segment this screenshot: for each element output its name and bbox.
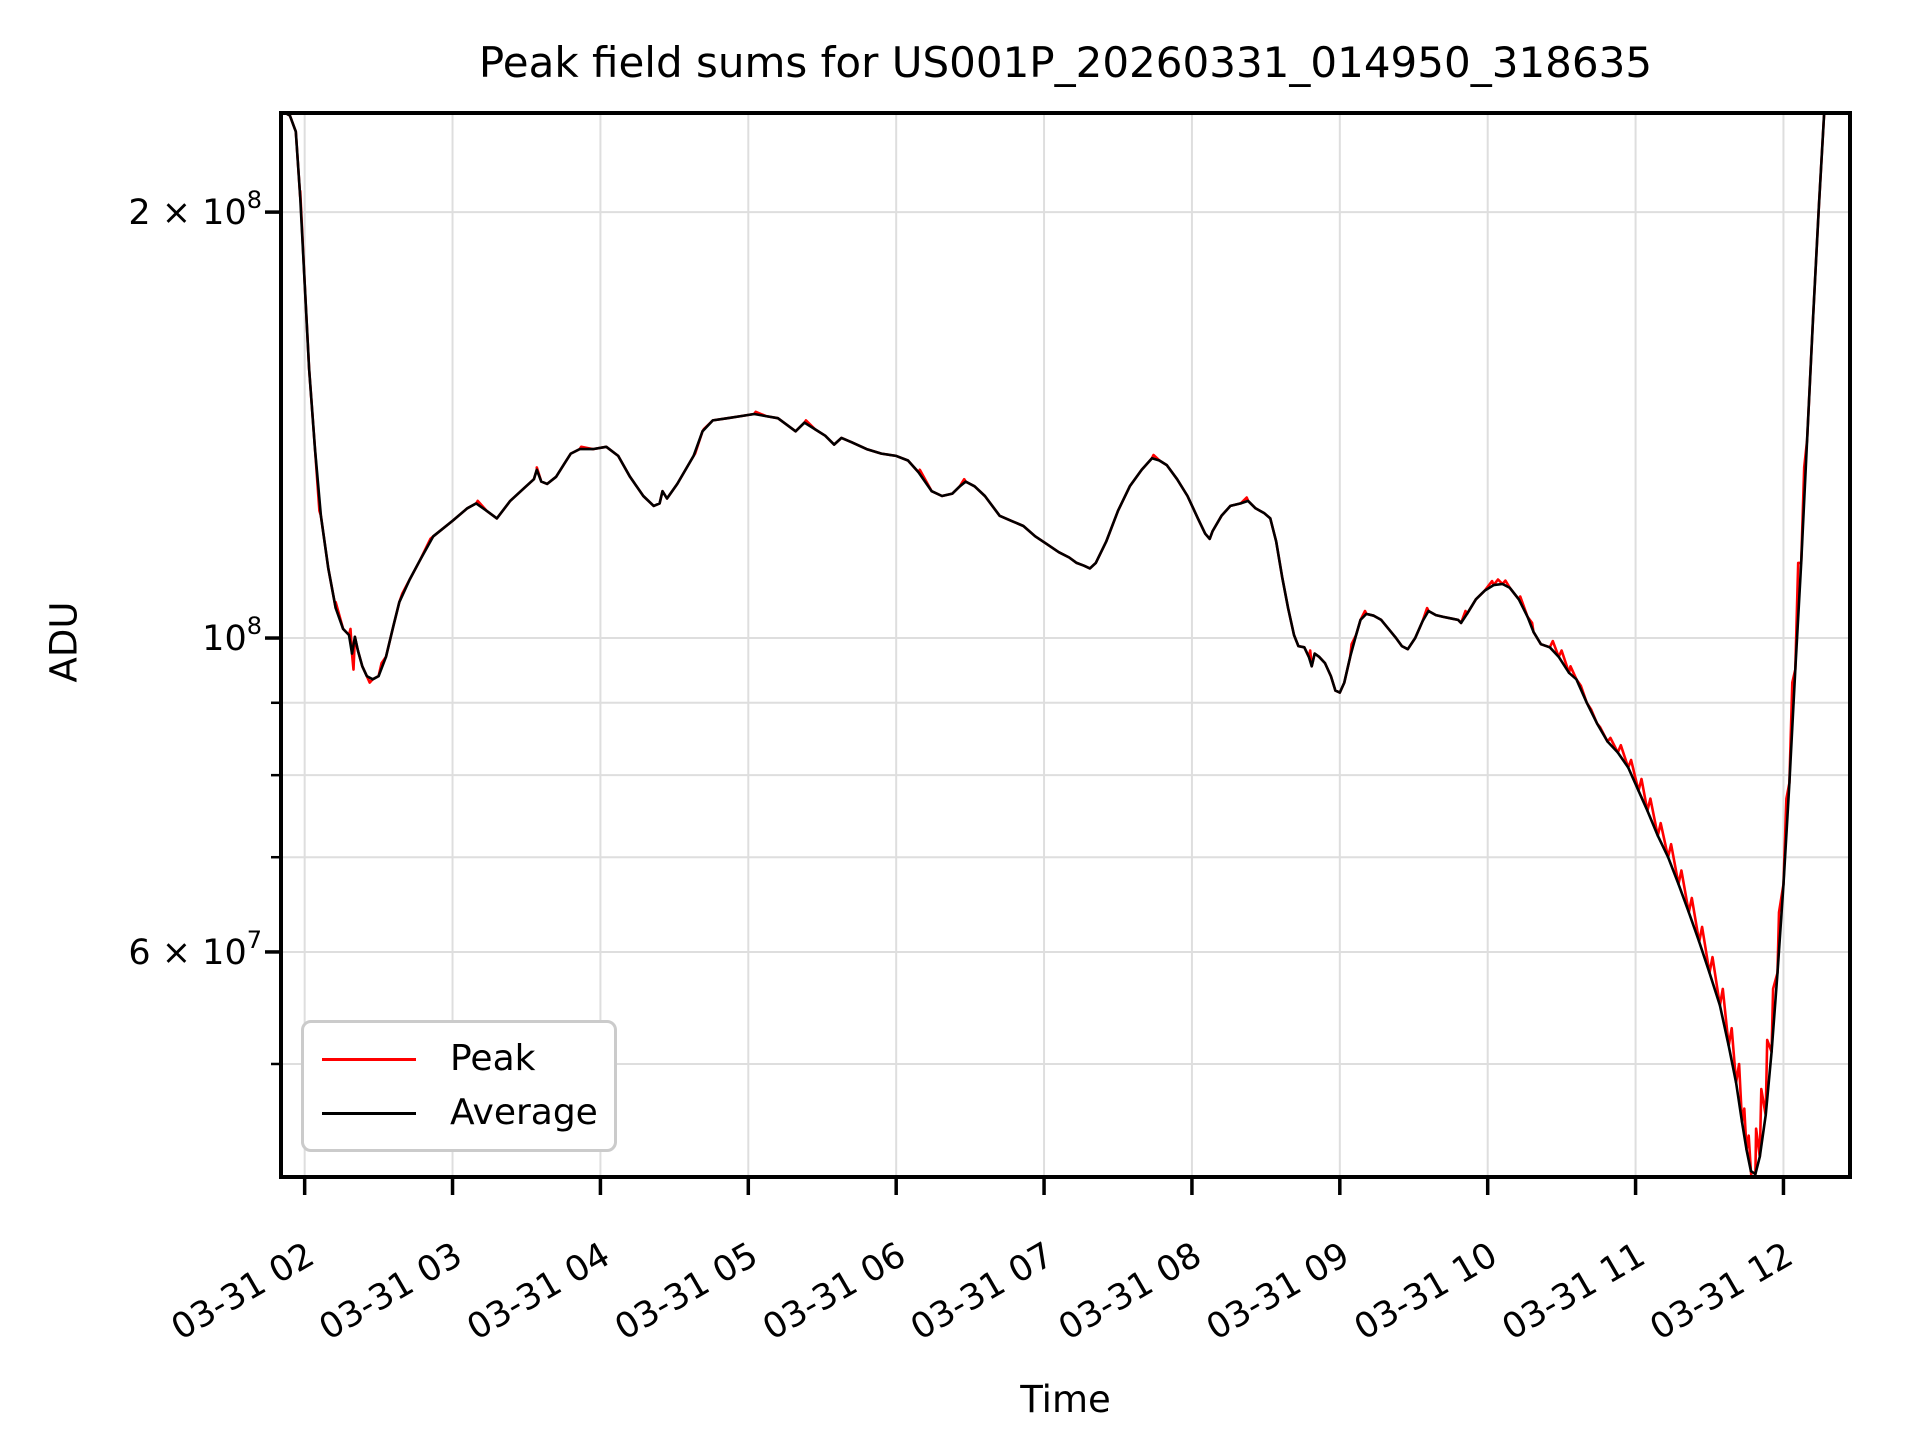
y-axis-label: ADU (42, 601, 86, 683)
x-axis-label: Time (1020, 1378, 1111, 1421)
legend: Peak Average (301, 1020, 617, 1152)
x-tick-label: 03-31 09 (1200, 1235, 1356, 1348)
x-tick-label: 03-31 03 (313, 1235, 469, 1348)
legend-label-average: Average (450, 1092, 598, 1133)
legend-item-average: Average (322, 1095, 614, 1131)
legend-item-peak: Peak (322, 1041, 614, 1077)
x-tick-label: 03-31 11 (1496, 1235, 1652, 1348)
x-tick-label: 03-31 04 (461, 1235, 617, 1348)
average-line (282, 113, 1826, 1176)
x-tick-label: 03-31 02 (165, 1235, 321, 1348)
average-line-swatch (322, 1111, 416, 1115)
x-tick-label: 03-31 05 (609, 1235, 765, 1348)
x-tick-label: 03-31 10 (1348, 1235, 1504, 1348)
y-tick-label: 108 (202, 612, 262, 659)
legend-label-peak: Peak (450, 1038, 536, 1079)
chart-title: Peak field sums for US001P_20260331_0149… (478, 38, 1653, 87)
x-tick-label: 03-31 07 (904, 1235, 1060, 1348)
x-tick-label: 03-31 06 (756, 1235, 912, 1348)
plot-border (279, 111, 1852, 1179)
y-tick-label: 2 × 108 (128, 186, 262, 233)
x-tick-label: 03-31 08 (1052, 1235, 1208, 1348)
peak-line-swatch (322, 1057, 416, 1061)
y-tick-label: 6 × 107 (128, 926, 262, 973)
x-tick-label: 03-31 12 (1644, 1235, 1800, 1348)
